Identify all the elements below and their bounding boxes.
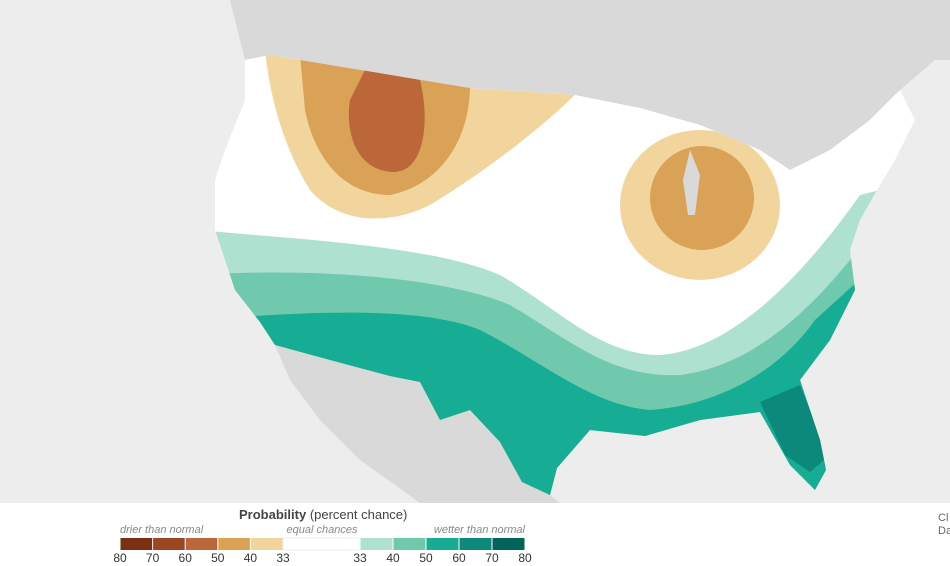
- canada: [200, 0, 950, 170]
- side-text: Da: [938, 525, 950, 537]
- side-text: Cl: [938, 512, 948, 524]
- legend-tick-label: 80: [518, 551, 532, 565]
- mexico: [275, 345, 560, 503]
- legend-tick-label: 60: [179, 551, 193, 565]
- legend-swatch: [426, 538, 459, 550]
- wet-60-70: [760, 385, 830, 472]
- legend-tick-label: 33: [276, 551, 290, 565]
- legend-swatch: [250, 538, 283, 550]
- legend-swatch: [185, 538, 218, 550]
- dry-50-60: [348, 70, 425, 172]
- legend-tick-label: 70: [146, 551, 160, 565]
- legend-tick-label: 50: [211, 551, 225, 565]
- legend-tick-label: 50: [419, 551, 433, 565]
- legend-scale: 80 70 60 50 40 33 33 40 50 60 70 80: [113, 537, 532, 565]
- legend-swatch: [492, 538, 525, 550]
- dry-40-50-lakes: [650, 146, 754, 250]
- legend-tick-label: 70: [485, 551, 499, 565]
- legend-swatch: [393, 538, 426, 550]
- legend-subtitle: (percent chance): [310, 507, 408, 522]
- legend-tick-label: 80: [113, 551, 127, 565]
- lake-michigan: [683, 150, 700, 215]
- legend-swatch: [217, 538, 251, 550]
- legend-tick-label: 33: [353, 551, 367, 565]
- legend-tick-label: 40: [244, 551, 258, 565]
- legend-panel: [0, 503, 950, 566]
- legend-title: Probability (percent chance): [239, 507, 407, 522]
- wet-caption: wetter than normal: [434, 524, 526, 536]
- legend-tick-label: 60: [452, 551, 466, 565]
- legend-swatch: [360, 538, 393, 550]
- equal-caption: equal chances: [287, 524, 358, 536]
- legend-swatch: [120, 538, 153, 550]
- legend-title-main: Probability: [239, 507, 307, 522]
- legend-swatch: [459, 538, 492, 550]
- legend-equal: [282, 537, 361, 551]
- legend-swatch: [152, 538, 186, 550]
- legend-tick-label: 40: [386, 551, 400, 565]
- dry-caption: drier than normal: [120, 524, 204, 536]
